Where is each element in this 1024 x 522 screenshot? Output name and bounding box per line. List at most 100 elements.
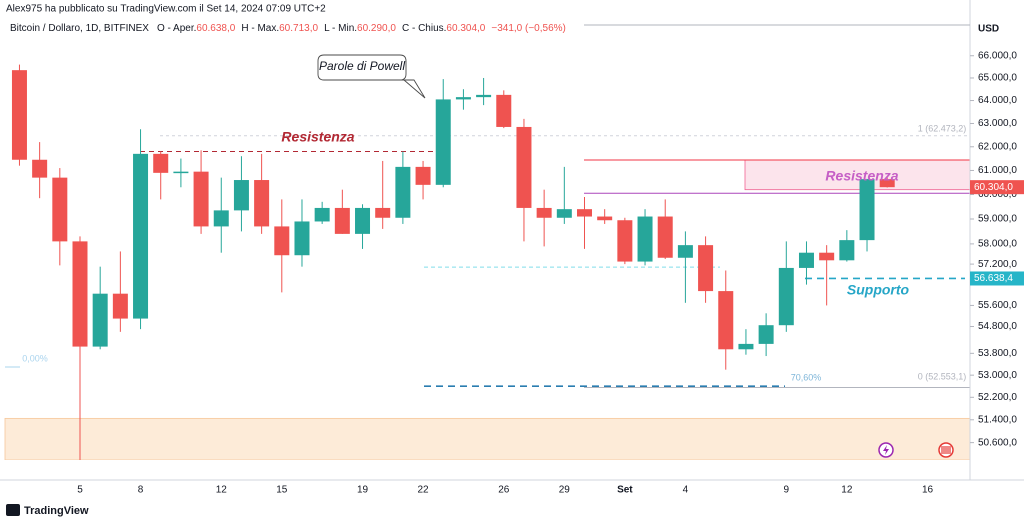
x-tick-label: 12 [216, 485, 228, 496]
candle-body [718, 291, 734, 350]
event-icon-bolt [883, 445, 889, 455]
candle-body [395, 166, 411, 218]
y-tick-label: 52.200,0 [978, 392, 1017, 403]
candle-body [758, 325, 774, 344]
candle-body [778, 267, 794, 326]
x-tick-label: 5 [77, 485, 83, 496]
symbol: Bitcoin / Dollaro, 1D, BITFINEX [10, 23, 149, 34]
legend-label: C - Chius. [402, 23, 446, 34]
candle-body [879, 179, 895, 188]
legend-value: 60.290,0 [357, 23, 396, 34]
y-tick-label: 51.400,0 [978, 414, 1017, 425]
candle-body [92, 293, 108, 347]
y-tick-label: 59.000,0 [978, 214, 1017, 225]
candle-body [798, 252, 814, 268]
candle-body [294, 221, 310, 256]
candle-body [819, 252, 835, 261]
y-tick-label: 64.000,0 [978, 95, 1017, 106]
price-label: 60.304,0 [974, 182, 1013, 193]
x-tick-label: 4 [683, 485, 689, 496]
price-label: 56.638,4 [974, 273, 1013, 284]
candle-body [536, 207, 552, 218]
candle-body [355, 207, 371, 234]
y-tick-label: 62.000,0 [978, 141, 1017, 152]
annotation: 0 (52.553,1) [918, 371, 967, 381]
candle-body [677, 245, 693, 258]
x-tick-label: 15 [276, 485, 288, 496]
candle-body [112, 293, 128, 319]
annotation: Supporto [847, 282, 910, 298]
annotation: Resistenza [825, 168, 898, 184]
annotation: 70,60% [791, 372, 822, 382]
x-tick-label: 19 [357, 485, 369, 496]
y-tick-label: 58.000,0 [978, 239, 1017, 250]
publisher: Alex975 ha pubblicato su TradingView.com… [6, 4, 326, 15]
legend-change: −341,0 (−0,56%) [491, 23, 566, 34]
annotation: 0,00% [22, 353, 48, 363]
candle-body [516, 126, 532, 208]
y-tick-label: 55.600,0 [978, 300, 1017, 311]
candle-body [133, 153, 149, 319]
candle-body [314, 207, 330, 222]
x-tick-label: 12 [841, 485, 853, 496]
symbol-legend: Bitcoin / Dollaro, 1D, BITFINEX O - Aper.… [10, 23, 566, 34]
legend-value: 60.713,0 [279, 23, 318, 34]
candle-body [233, 180, 249, 211]
y-tick-label: 63.000,0 [978, 118, 1017, 129]
candle-body [657, 216, 673, 258]
y-tick-label: 54.800,0 [978, 321, 1017, 332]
currency: USD [978, 24, 999, 35]
candle-body [153, 153, 169, 173]
legend-value: 60.304,0 [446, 23, 485, 34]
x-tick-label: 29 [559, 485, 571, 496]
candle-body [556, 209, 572, 218]
brand: TradingView [24, 505, 89, 517]
candle-body [455, 97, 471, 100]
x-tick-label: 16 [922, 485, 934, 496]
zone [4, 417, 970, 460]
y-tick-label: 53.800,0 [978, 348, 1017, 359]
y-tick-label: 61.000,0 [978, 165, 1017, 176]
y-tick-label: 53.000,0 [978, 370, 1017, 381]
x-tick-label: 26 [498, 485, 510, 496]
candle-body [637, 216, 653, 262]
x-tick-label: Set [617, 485, 633, 496]
y-tick-label: 60.000,0 [978, 189, 1017, 200]
candle-body [859, 179, 875, 241]
candle-body [213, 210, 229, 227]
price-label-box [970, 180, 1024, 195]
candle-body [577, 209, 592, 217]
candle-body [698, 245, 714, 292]
candle-body [52, 177, 68, 242]
y-tick-label: 50.600,0 [978, 437, 1017, 448]
candle-body [435, 99, 451, 185]
annotation: 1 (62.473,2) [918, 123, 967, 133]
candle-body [173, 171, 189, 174]
candle-body [254, 180, 270, 227]
x-tick-label: 22 [417, 485, 429, 496]
candle-body [11, 70, 27, 160]
zone [744, 159, 970, 191]
candle-body [597, 216, 613, 221]
legend-value: 60.638,0 [196, 23, 235, 34]
legend-label: O - Aper. [157, 23, 196, 34]
y-tick-label: 65.000,0 [978, 73, 1017, 84]
candle-body [738, 343, 754, 350]
y-tick-label: 57.200,0 [978, 259, 1017, 270]
candle-body [839, 240, 855, 261]
candle-body [32, 159, 48, 178]
candle-body [193, 171, 209, 227]
flag-icon-fill [941, 446, 951, 454]
candle-body [274, 226, 290, 256]
candle-body [415, 166, 431, 185]
callout [317, 54, 426, 99]
candle-body [334, 207, 350, 234]
candle-body [496, 94, 512, 127]
price-label-box [970, 271, 1024, 286]
annotation: Parole di Powell [319, 59, 405, 73]
candle-body [72, 241, 88, 347]
brand-logo [6, 504, 20, 516]
candle-body [476, 94, 492, 98]
plot-area [4, 64, 970, 460]
